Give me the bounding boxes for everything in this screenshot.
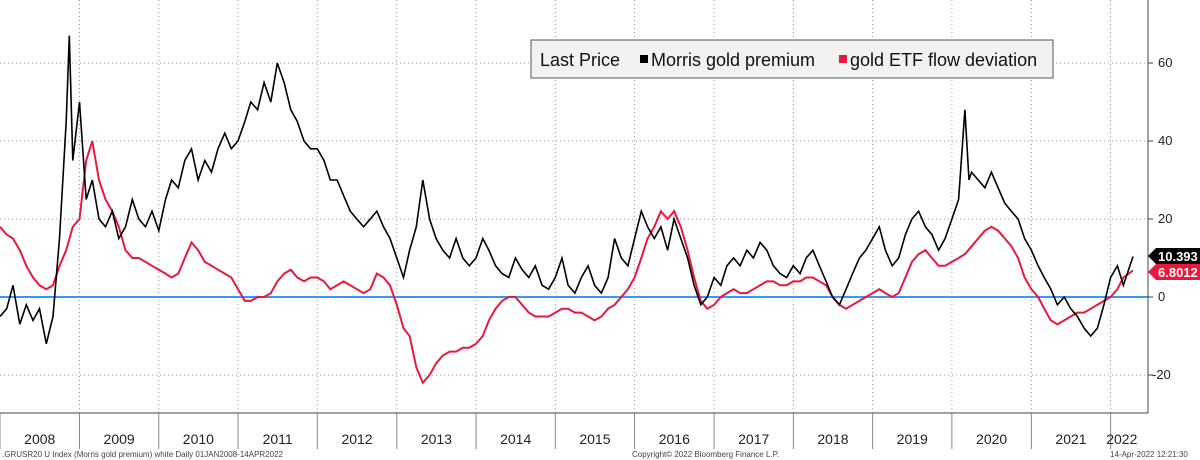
y-tick-label: 60 <box>1158 55 1172 70</box>
y-tick-label: 0 <box>1158 289 1165 304</box>
x-tick-label: 2012 <box>341 431 372 447</box>
y-tick-label: 40 <box>1158 133 1172 148</box>
legend-label-gold-etf-flow-deviation: gold ETF flow deviation <box>850 50 1037 70</box>
series-line-gold-etf-flow-deviation <box>0 140 1134 385</box>
legend-title: Last Price <box>540 50 620 70</box>
legend-swatch-black <box>640 55 648 63</box>
x-tick-label: 2017 <box>738 431 769 447</box>
x-tick-label: 2008 <box>24 431 55 447</box>
y-axis-ticks: 60 40 20 0 -20 <box>1148 55 1172 382</box>
footer-copyright: Copyright© 2022 Bloomberg Finance L.P. <box>632 450 780 459</box>
x-tick-label: 2019 <box>897 431 928 447</box>
x-tick-label: 2009 <box>104 431 135 447</box>
x-tick-label: 2014 <box>500 431 531 447</box>
series-line-morris-gold-premium <box>0 35 1134 344</box>
legend-swatch-red <box>839 55 847 63</box>
y-tick-label: 20 <box>1158 211 1172 226</box>
badge-value: 6.8012 <box>1158 265 1198 280</box>
last-value-badge: 10.393 <box>1148 248 1200 264</box>
x-tick-label: 2018 <box>817 431 848 447</box>
legend-label-morris-gold-premium: Morris gold premium <box>651 50 815 70</box>
x-tick-label: 2016 <box>659 431 690 447</box>
legend: Last Price Morris gold premium gold ETF … <box>530 39 1054 79</box>
x-tick-label: 2021 <box>1055 431 1086 447</box>
x-tick-label: 2020 <box>976 431 1007 447</box>
y-tick-label: -20 <box>1152 367 1171 382</box>
x-tick-label: 2013 <box>421 431 452 447</box>
axes <box>0 0 1149 414</box>
x-tick-label: 2015 <box>579 431 610 447</box>
x-axis-ticks: 2008 2009 2010 2011 2012 2013 2014 2015 2016 2017… <box>0 413 1138 449</box>
badge-shape <box>1148 264 1200 280</box>
last-value-badge: 6.8012 <box>1148 264 1200 280</box>
footer-source: .GRUSR20 U Index (Morris gold premium) w… <box>2 450 284 459</box>
x-tick-label: 2022 <box>1106 431 1137 447</box>
footer-timestamp: 14-Apr-2022 12:21:30 <box>1110 450 1188 459</box>
x-tick-label: 2010 <box>183 431 214 447</box>
x-tick-label: 2011 <box>263 431 293 447</box>
badge-value: 10.393 <box>1158 249 1198 264</box>
badge-shape <box>1148 248 1200 264</box>
legend-box <box>530 39 1054 79</box>
